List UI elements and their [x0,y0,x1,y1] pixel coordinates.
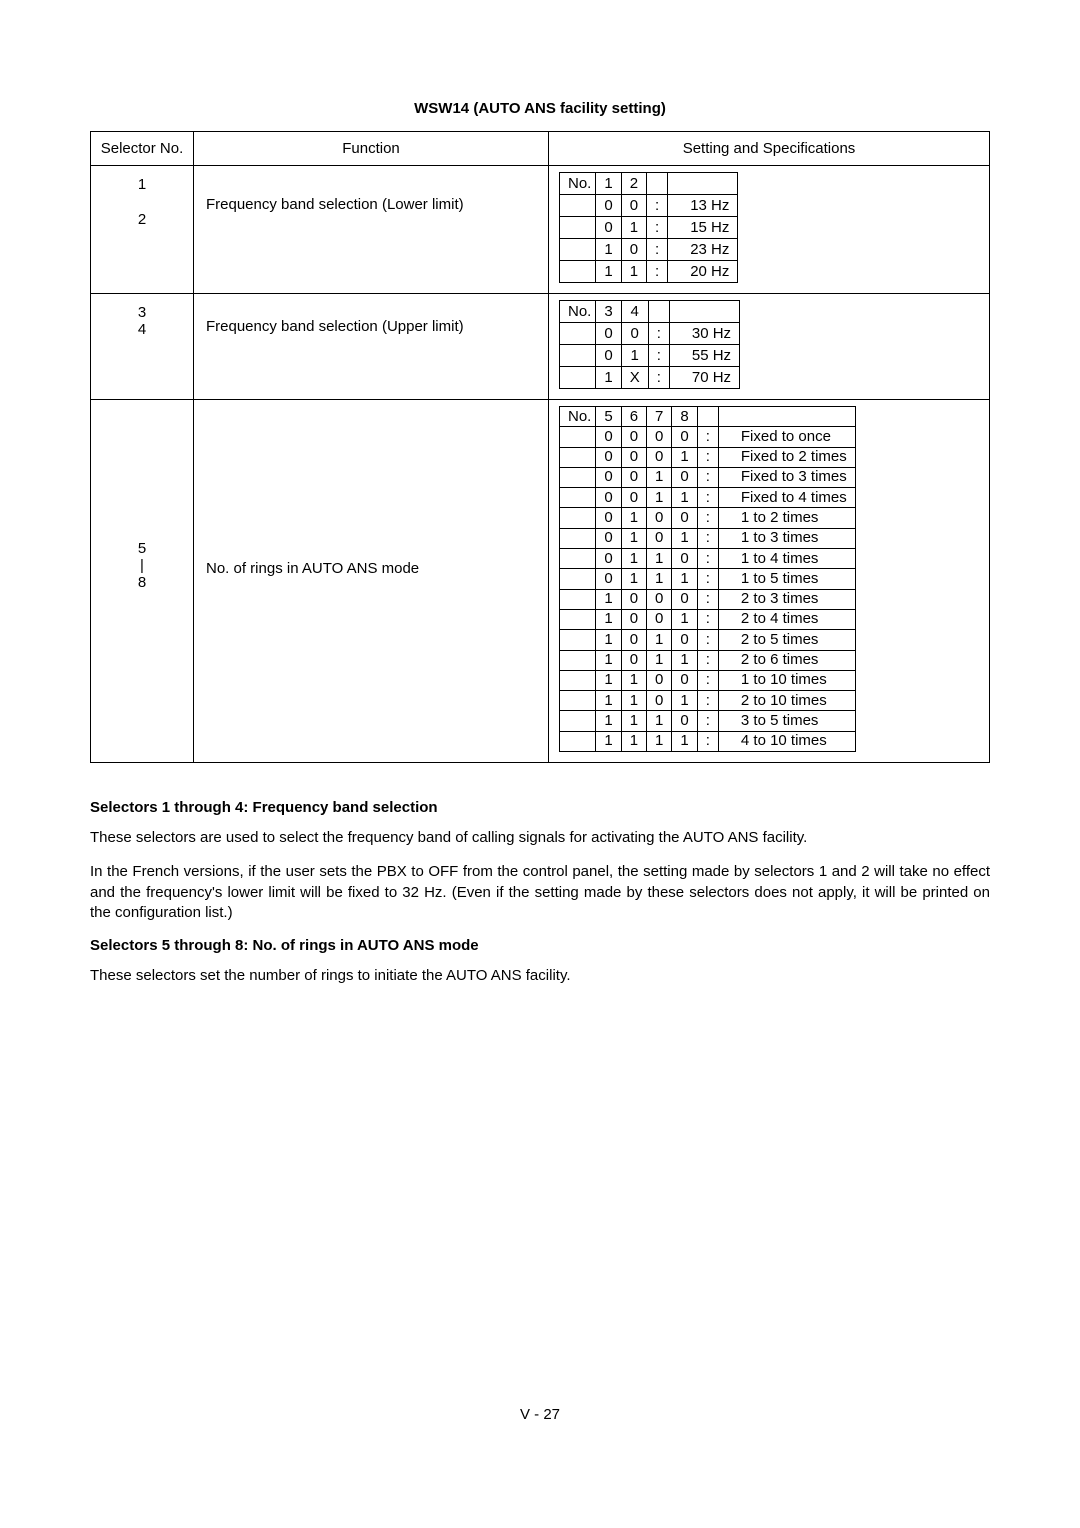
bit-desc: 2 to 6 times [718,650,855,670]
bit: 1 [621,261,646,283]
bit-desc: 1 to 3 times [718,528,855,548]
selector-no: 5 [97,540,187,557]
colon: : [647,195,668,217]
bit-desc: 1 to 10 times [718,670,855,690]
function-cell: Frequency band selection (Lower limit) [194,166,549,294]
col-function: Function [194,132,549,166]
bit: 1 [621,345,648,367]
table-row: 5 | 8 No. of rings in AUTO ANS mode No. … [91,400,990,763]
bit-header: 3 [596,301,621,323]
bit-desc: Fixed to 3 times [718,467,855,487]
settings-table: Selector No. Function Setting and Specif… [90,131,990,763]
bit-desc: 2 to 4 times [718,609,855,629]
function-text: Frequency band selection (Upper limit) [206,318,536,335]
bit: 0 [596,217,621,239]
table-row: 3 4 Frequency band selection (Upper limi… [91,294,990,400]
bit-desc: 1 to 4 times [718,549,855,569]
bit-header: 5 [596,407,621,427]
bit-desc: 2 to 3 times [718,589,855,609]
selector-no: 1 [97,176,187,193]
bit-desc: 3 to 5 times [718,711,855,731]
function-cell: Frequency band selection (Upper limit) [194,294,549,400]
function-text: No. of rings in AUTO ANS mode [206,560,536,577]
bit-header: 4 [621,301,648,323]
no-label: No. [560,173,596,195]
bit: 0 [621,239,646,261]
bit-desc: Fixed to 4 times [718,488,855,508]
bit-desc: Fixed to 2 times [718,447,855,467]
notes-paragraph: These selectors set the number of rings … [90,966,990,986]
function-cell: No. of rings in AUTO ANS mode [194,400,549,763]
bit-desc: 4 to 10 times [718,731,855,751]
bit-desc: 2 to 5 times [718,630,855,650]
selector-no: 4 [97,321,187,338]
bit-desc: 70 Hz [669,367,739,389]
bit-desc: 20 Hz [668,261,738,283]
bit: 0 [621,323,648,345]
bit-header: 8 [672,407,697,427]
settings-cell: No. 5 6 7 8 0000:Fixed to once 0001:Fixe… [549,400,990,763]
bit-desc: 23 Hz [668,239,738,261]
notes-heading-2: Selectors 5 through 8: No. of rings in A… [90,937,990,954]
bit: 0 [621,195,646,217]
bit-header: 7 [647,407,672,427]
col-selector: Selector No. [91,132,194,166]
selector-cell: 3 4 [91,294,194,400]
title-sub: (AUTO ANS facility setting) [473,100,666,117]
bit: 0 [596,345,621,367]
title-main: WSW14 [414,100,469,117]
selector-cell: 5 | 8 [91,400,194,763]
notes-heading-1: Selectors 1 through 4: Frequency band se… [90,799,990,816]
bit: X [621,367,648,389]
notes-paragraph: In the French versions, if the user sets… [90,862,990,923]
bit-header: 1 [596,173,621,195]
selector-no: 2 [97,211,187,228]
bit-desc: 30 Hz [669,323,739,345]
bit-desc: 1 to 2 times [718,508,855,528]
bit: 1 [621,217,646,239]
bit-desc: 1 to 5 times [718,569,855,589]
bits-table: No. 1 2 0 0 : 13 Hz 0 1 : 15 Hz [559,172,738,283]
bit: 0 [596,195,621,217]
bit: 0 [596,323,621,345]
function-text: Frequency band selection (Lower limit) [206,196,536,213]
page-footer: V - 27 [90,1406,990,1423]
settings-cell: No. 3 4 0 0 : 30 Hz 0 1 : 55 Hz [549,294,990,400]
bits-table: No. 3 4 0 0 : 30 Hz 0 1 : 55 Hz [559,300,740,389]
bit: 1 [596,367,621,389]
bit-desc: 13 Hz [668,195,738,217]
bit-desc: 2 to 10 times [718,691,855,711]
settings-cell: No. 1 2 0 0 : 13 Hz 0 1 : 15 Hz [549,166,990,294]
selector-cell: 1 2 [91,166,194,294]
bit-header: 6 [621,407,646,427]
selector-no: 3 [97,304,187,321]
no-label: No. [560,301,596,323]
selector-no: 8 [97,574,187,591]
bit-desc: 15 Hz [668,217,738,239]
table-row: 1 2 Frequency band selection (Lower limi… [91,166,990,294]
col-setting: Setting and Specifications [549,132,990,166]
table-header-row: Selector No. Function Setting and Specif… [91,132,990,166]
bit: 1 [596,261,621,283]
bit-header: 2 [621,173,646,195]
page-title: WSW14 (AUTO ANS facility setting) [90,100,990,117]
bits-table: No. 5 6 7 8 0000:Fixed to once 0001:Fixe… [559,406,856,752]
bit-desc: 55 Hz [669,345,739,367]
bit-desc: Fixed to once [718,427,855,447]
selector-sep: | [97,557,187,574]
no-label: No. [560,407,596,427]
bit: 1 [596,239,621,261]
notes-paragraph: These selectors are used to select the f… [90,828,990,848]
